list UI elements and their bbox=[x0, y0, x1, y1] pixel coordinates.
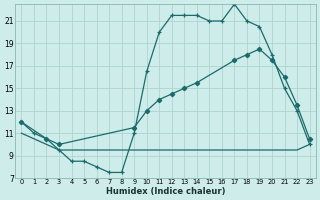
X-axis label: Humidex (Indice chaleur): Humidex (Indice chaleur) bbox=[106, 187, 225, 196]
